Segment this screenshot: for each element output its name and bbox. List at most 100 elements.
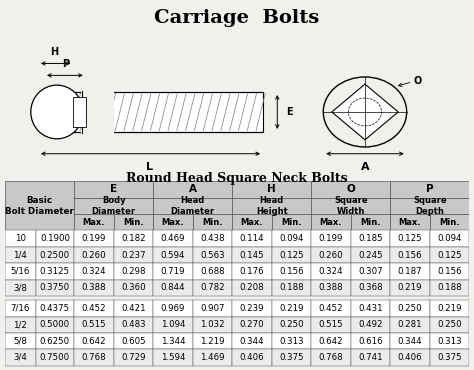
Bar [114,231,153,247]
Bar [430,333,469,349]
Bar [74,231,114,247]
Text: 0.188: 0.188 [437,283,462,292]
Text: 0.199: 0.199 [319,234,343,243]
Bar [36,333,74,349]
Text: 0.176: 0.176 [240,267,264,276]
Text: O: O [346,185,355,195]
Bar [193,214,232,231]
Text: 0.406: 0.406 [240,353,264,362]
Bar [390,333,430,349]
Text: 1.344: 1.344 [161,337,185,346]
Text: 0.250: 0.250 [398,304,422,313]
Bar [74,181,153,198]
Text: 0.208: 0.208 [240,283,264,292]
Text: 0.782: 0.782 [200,283,225,292]
Bar [390,181,469,198]
Bar [351,316,390,333]
Text: 0.313: 0.313 [437,337,462,346]
Text: 0.3750: 0.3750 [40,283,70,292]
Bar [193,263,232,280]
Text: 0.125: 0.125 [279,250,304,260]
Text: 0.616: 0.616 [358,337,383,346]
Bar [272,300,311,316]
Text: Square
Depth: Square Depth [413,196,447,216]
Bar [114,247,153,263]
Text: 0.360: 0.360 [121,283,146,292]
Text: 0.605: 0.605 [121,337,146,346]
Bar [81,82,114,142]
Bar [390,300,430,316]
Text: 0.563: 0.563 [200,250,225,260]
Text: 0.270: 0.270 [240,320,264,329]
Bar [5,349,36,366]
Bar [193,349,232,366]
Bar [390,231,430,247]
Bar [232,214,272,231]
Bar [36,263,74,280]
Text: Body
Diameter: Body Diameter [91,196,136,216]
Text: 0.145: 0.145 [240,250,264,260]
Text: Max.: Max. [399,218,421,227]
Bar [430,247,469,263]
Text: 0.281: 0.281 [398,320,422,329]
Text: 0.156: 0.156 [279,267,304,276]
Bar [74,247,114,263]
Text: 0.7500: 0.7500 [40,353,70,362]
Bar [272,280,311,296]
Bar [193,316,232,333]
Bar [272,316,311,333]
Text: 0.313: 0.313 [279,337,304,346]
Text: 0.452: 0.452 [82,304,106,313]
Text: 0.375: 0.375 [437,353,462,362]
Bar [36,231,74,247]
Text: 0.3125: 0.3125 [40,267,70,276]
Bar [153,181,232,198]
Text: 0.187: 0.187 [398,267,422,276]
Text: 0.260: 0.260 [82,250,106,260]
Bar [74,316,114,333]
Text: 1.594: 1.594 [161,353,185,362]
Bar [272,231,311,247]
Text: 0.469: 0.469 [161,234,185,243]
Text: 1.219: 1.219 [200,337,225,346]
Text: 0.431: 0.431 [358,304,383,313]
Text: 0.239: 0.239 [240,304,264,313]
Bar [193,333,232,349]
Bar [351,300,390,316]
Bar [430,214,469,231]
Bar [430,280,469,296]
Text: O: O [414,76,422,86]
Text: 3/8: 3/8 [13,283,27,292]
Bar [5,316,36,333]
Bar [153,349,193,366]
Bar [311,181,390,198]
Bar [390,316,430,333]
Bar [153,300,193,316]
Text: 0.219: 0.219 [279,304,304,313]
Text: 0.188: 0.188 [279,283,304,292]
Bar [232,316,272,333]
Bar [5,333,36,349]
Bar [311,333,351,349]
Text: 0.125: 0.125 [398,234,422,243]
Text: Max.: Max. [241,218,263,227]
Bar [193,300,232,316]
Bar [430,300,469,316]
Bar [74,280,114,296]
Bar [153,198,232,214]
Text: Square
Width: Square Width [334,196,367,216]
Bar [153,280,193,296]
Text: 0.324: 0.324 [319,267,343,276]
Bar [272,247,311,263]
Bar [430,263,469,280]
Bar [390,198,469,214]
Text: 0.2500: 0.2500 [40,250,70,260]
Bar [311,316,351,333]
Bar [5,300,36,316]
Text: 0.4375: 0.4375 [40,304,70,313]
Bar [351,333,390,349]
Text: P: P [426,185,434,195]
Bar [351,263,390,280]
Bar [232,198,311,214]
Bar [73,97,86,127]
